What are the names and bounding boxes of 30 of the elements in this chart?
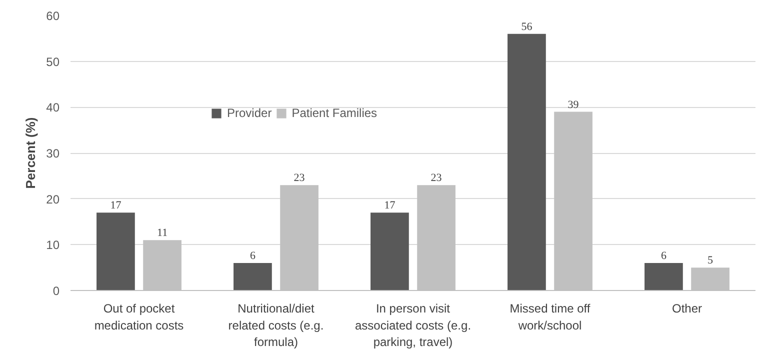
legend-label: Patient Families (292, 106, 378, 120)
bar (644, 263, 683, 290)
bar (96, 212, 135, 290)
bar (508, 34, 546, 290)
y-axis-title: Percent (%) (23, 117, 38, 189)
data-label: 5 (708, 254, 714, 267)
data-label: 11 (156, 227, 168, 240)
x-tick-label: Out of pocket medication costs (94, 302, 184, 332)
y-tick-label: 60 (46, 9, 60, 23)
data-label: 17 (384, 200, 396, 212)
data-label: 39 (568, 98, 580, 111)
x-tick-label: In person visit associated costs (e.g. parking, travel) (354, 302, 472, 350)
x-tick-label: Nutritional/diet related costs (e.g. formula) (228, 302, 324, 350)
data-label: 6 (660, 250, 667, 262)
y-tick-label: 20 (46, 192, 60, 206)
x-tick-label: Missed time off work/school (510, 302, 591, 332)
data-label: 6 (250, 250, 256, 262)
data-label: 23 (294, 172, 306, 184)
x-tick-label: Other (672, 302, 702, 316)
y-tick-label: 0 (52, 284, 60, 298)
data-label: 23 (430, 172, 442, 184)
y-tick-label: 40 (46, 100, 60, 115)
legend-label: Provider (227, 106, 272, 120)
data-label: 56 (521, 20, 533, 33)
bar (234, 263, 272, 290)
y-tick-label: 10 (46, 238, 60, 252)
data-label: 17 (110, 200, 122, 212)
y-tick-label: 30 (46, 146, 60, 160)
y-tick-label: 50 (46, 54, 60, 69)
bar (370, 212, 409, 290)
